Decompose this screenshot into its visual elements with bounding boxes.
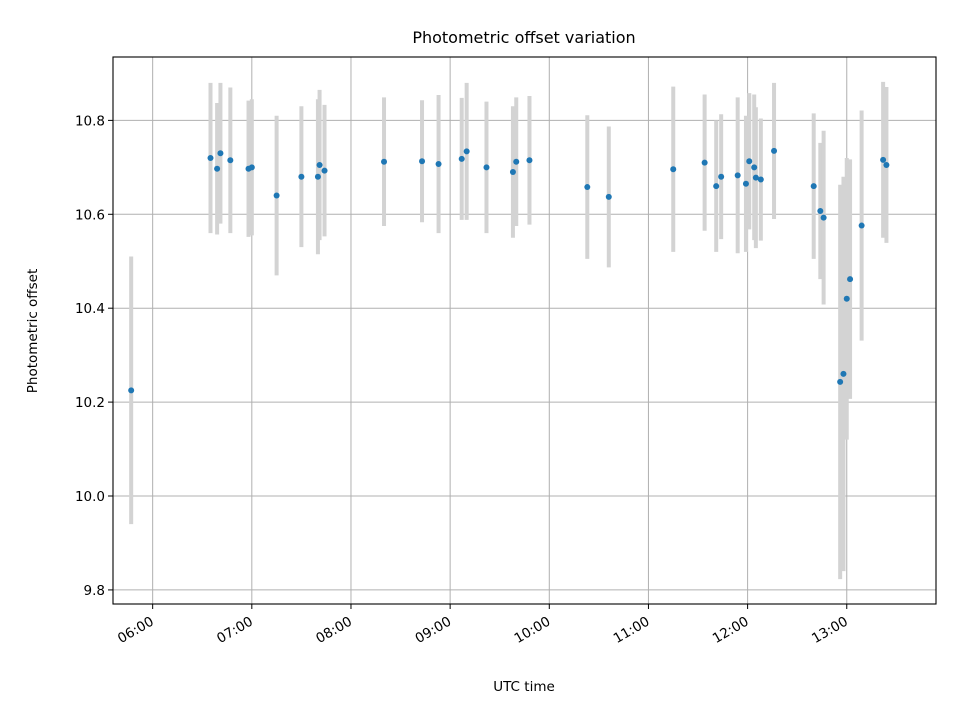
data-point [734,172,741,179]
data-point [847,276,854,283]
x-tick-label: 06:00 [115,614,157,647]
x-tick-label: 13:00 [809,614,851,647]
x-tick-label: 11:00 [611,614,653,647]
data-point [843,295,850,302]
data-point [509,169,516,176]
data-point [273,192,280,199]
plot-frame [112,56,937,605]
data-point [701,159,708,166]
data-point [584,184,591,191]
data-point [381,158,388,165]
y-tick-label: 10.0 [75,489,105,505]
data-point [435,161,442,168]
chart-title: Photometric offset variation [412,28,635,47]
y-tick-label: 10.4 [75,301,105,317]
data-point [837,378,844,385]
data-point [463,148,470,155]
x-tick-label: 10:00 [512,614,554,647]
data-point [840,370,847,377]
data-points [128,147,890,394]
x-tick-label: 12:00 [710,614,752,647]
data-point [718,173,725,180]
data-point [858,222,865,229]
x-tick-label: 09:00 [412,614,454,647]
data-point [713,183,720,190]
data-point [483,164,490,171]
data-point [746,158,753,165]
data-point [128,387,135,394]
data-point [757,176,764,183]
y-tick-label: 10.2 [75,395,105,411]
data-point [670,166,677,173]
data-point [605,193,612,200]
data-point [207,154,214,161]
data-point [458,155,465,162]
data-point [810,183,817,190]
data-point [880,156,887,163]
x-tick-label: 08:00 [313,614,355,647]
data-point [419,158,426,165]
data-point [771,147,778,154]
data-point [314,173,321,180]
data-point [817,208,824,215]
data-point [751,164,758,171]
y-axis: 9.8 10.0 10.2 10.4 10.6 10.8 [75,113,113,599]
x-tick-label: 07:00 [214,614,256,647]
error-bars [129,81,889,580]
data-point [321,167,328,174]
data-point [742,180,749,187]
data-point [513,158,520,165]
x-axis: 06:00 07:00 08:00 09:00 10:00 11:00 12:00 13:00 [115,604,851,647]
x-axis-label: UTC time [493,679,555,695]
data-point [217,150,224,157]
y-tick-label: 9.8 [84,583,105,599]
data-point [526,157,533,164]
data-point [820,214,827,221]
data-point [298,173,305,180]
data-point [214,165,221,172]
y-axis-label: Photometric offset [25,269,41,393]
data-point [752,174,759,181]
grid [113,57,936,604]
data-point [883,161,890,168]
data-point [227,157,234,164]
y-tick-label: 10.8 [75,113,105,129]
data-point [316,161,323,168]
y-tick-label: 10.6 [75,207,105,223]
data-point [248,164,255,171]
